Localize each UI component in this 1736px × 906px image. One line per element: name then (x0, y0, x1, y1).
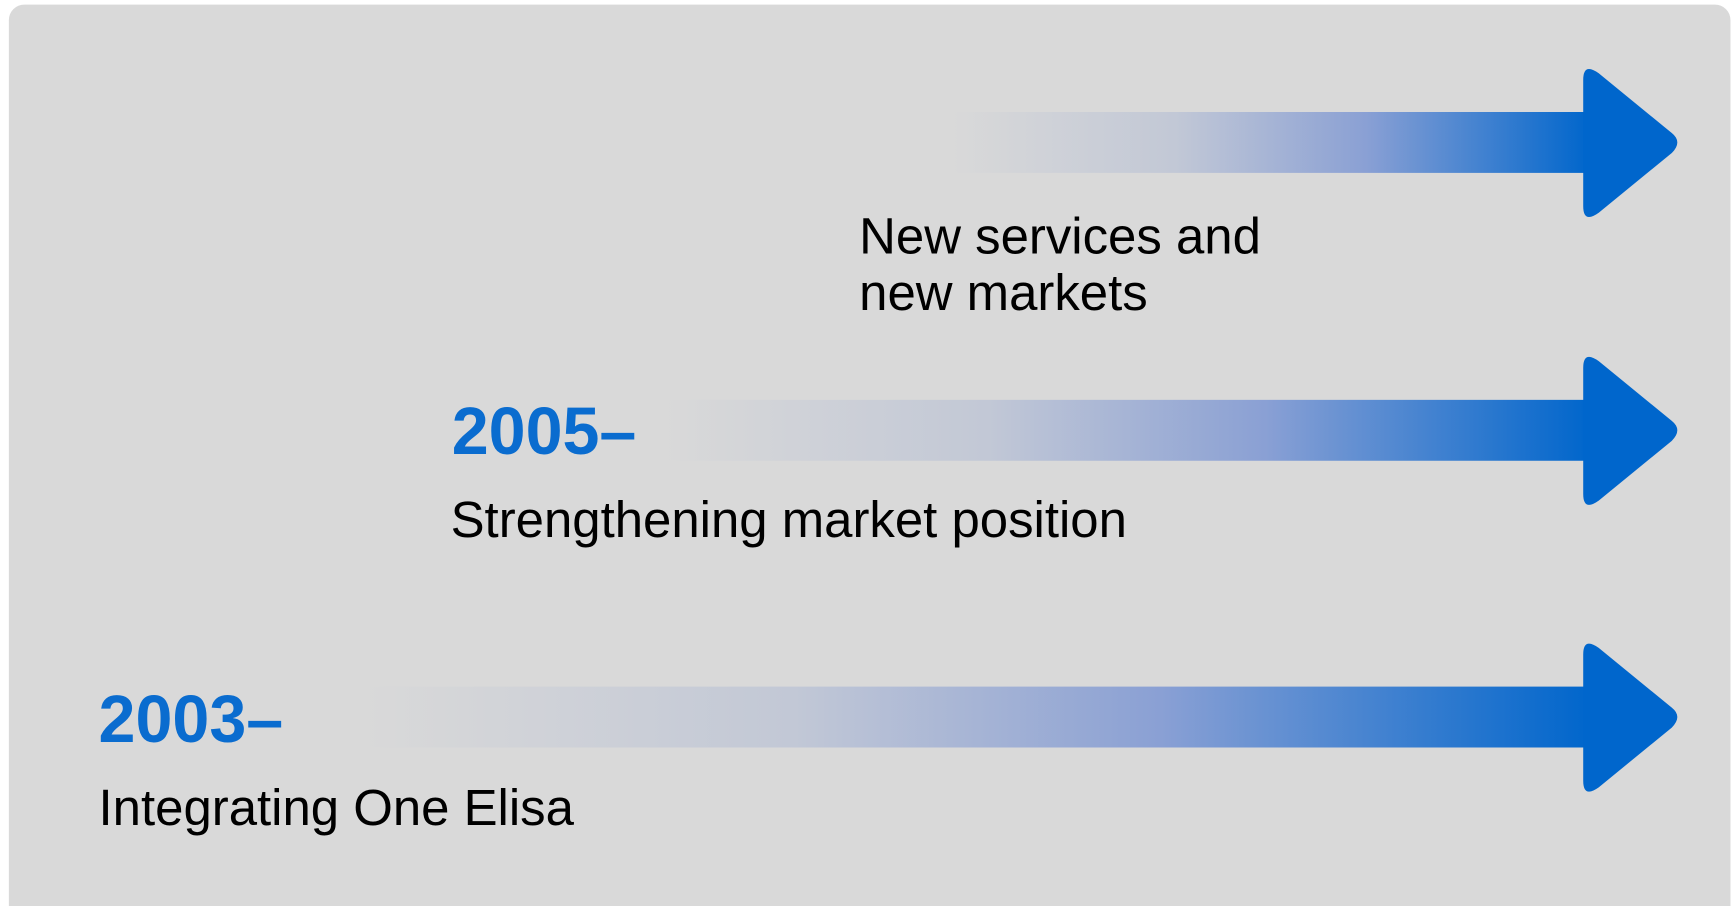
stage-label: new markets (859, 264, 1148, 321)
stage-label: Integrating One Elisa (99, 779, 575, 836)
arrow (952, 68, 1678, 218)
arrow (365, 643, 1678, 792)
stage-year: 2003– (99, 683, 284, 757)
arrow (664, 356, 1678, 505)
stage-label: New services and (859, 208, 1261, 265)
stage-label: Strengthening market position (451, 491, 1127, 548)
stage-year: 2005– (452, 395, 637, 469)
